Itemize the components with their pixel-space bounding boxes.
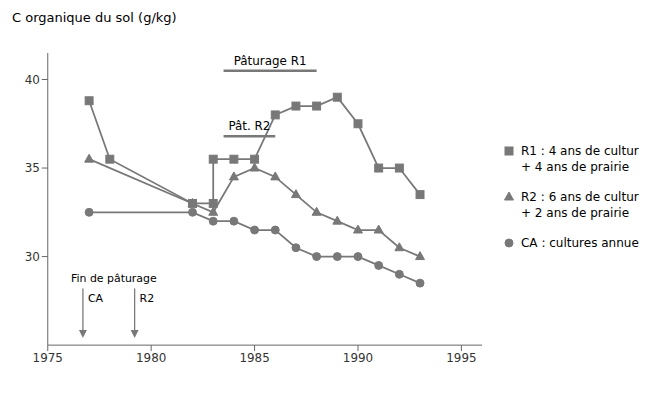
svg-text:30: 30 [25, 250, 40, 264]
svg-text:Pât. R2: Pât. R2 [228, 119, 270, 133]
svg-text:Pâturage R1: Pâturage R1 [234, 54, 307, 68]
html-text:C organique du sol (g/kg): C organique du sol (g/kg) [12, 10, 177, 25]
html-text:R2 : 6 ans de cultur: R2 : 6 ans de cultur [521, 190, 639, 204]
svg-text:1985: 1985 [239, 351, 269, 365]
svg-text:1995: 1995 [446, 351, 476, 365]
svg-text:1990: 1990 [343, 351, 373, 365]
html-text:+ 4 ans de prairie: + 4 ans de prairie [521, 160, 629, 174]
svg-text:40: 40 [25, 73, 40, 87]
html-text:R1 : 4 ans de cultur: R1 : 4 ans de cultur [521, 144, 639, 158]
svg-text:1975: 1975 [33, 351, 63, 365]
html-text:CA : cultures annue: CA : cultures annue [521, 236, 639, 250]
svg-text:Fin de pâturage: Fin de pâturage [71, 272, 157, 285]
svg-text:35: 35 [25, 161, 40, 175]
svg-text:1980: 1980 [136, 351, 166, 365]
svg-text:CA: CA [88, 292, 104, 305]
svg-text:R2: R2 [140, 292, 155, 305]
html-text:+ 2 ans de prairie: + 2 ans de prairie [521, 206, 629, 220]
